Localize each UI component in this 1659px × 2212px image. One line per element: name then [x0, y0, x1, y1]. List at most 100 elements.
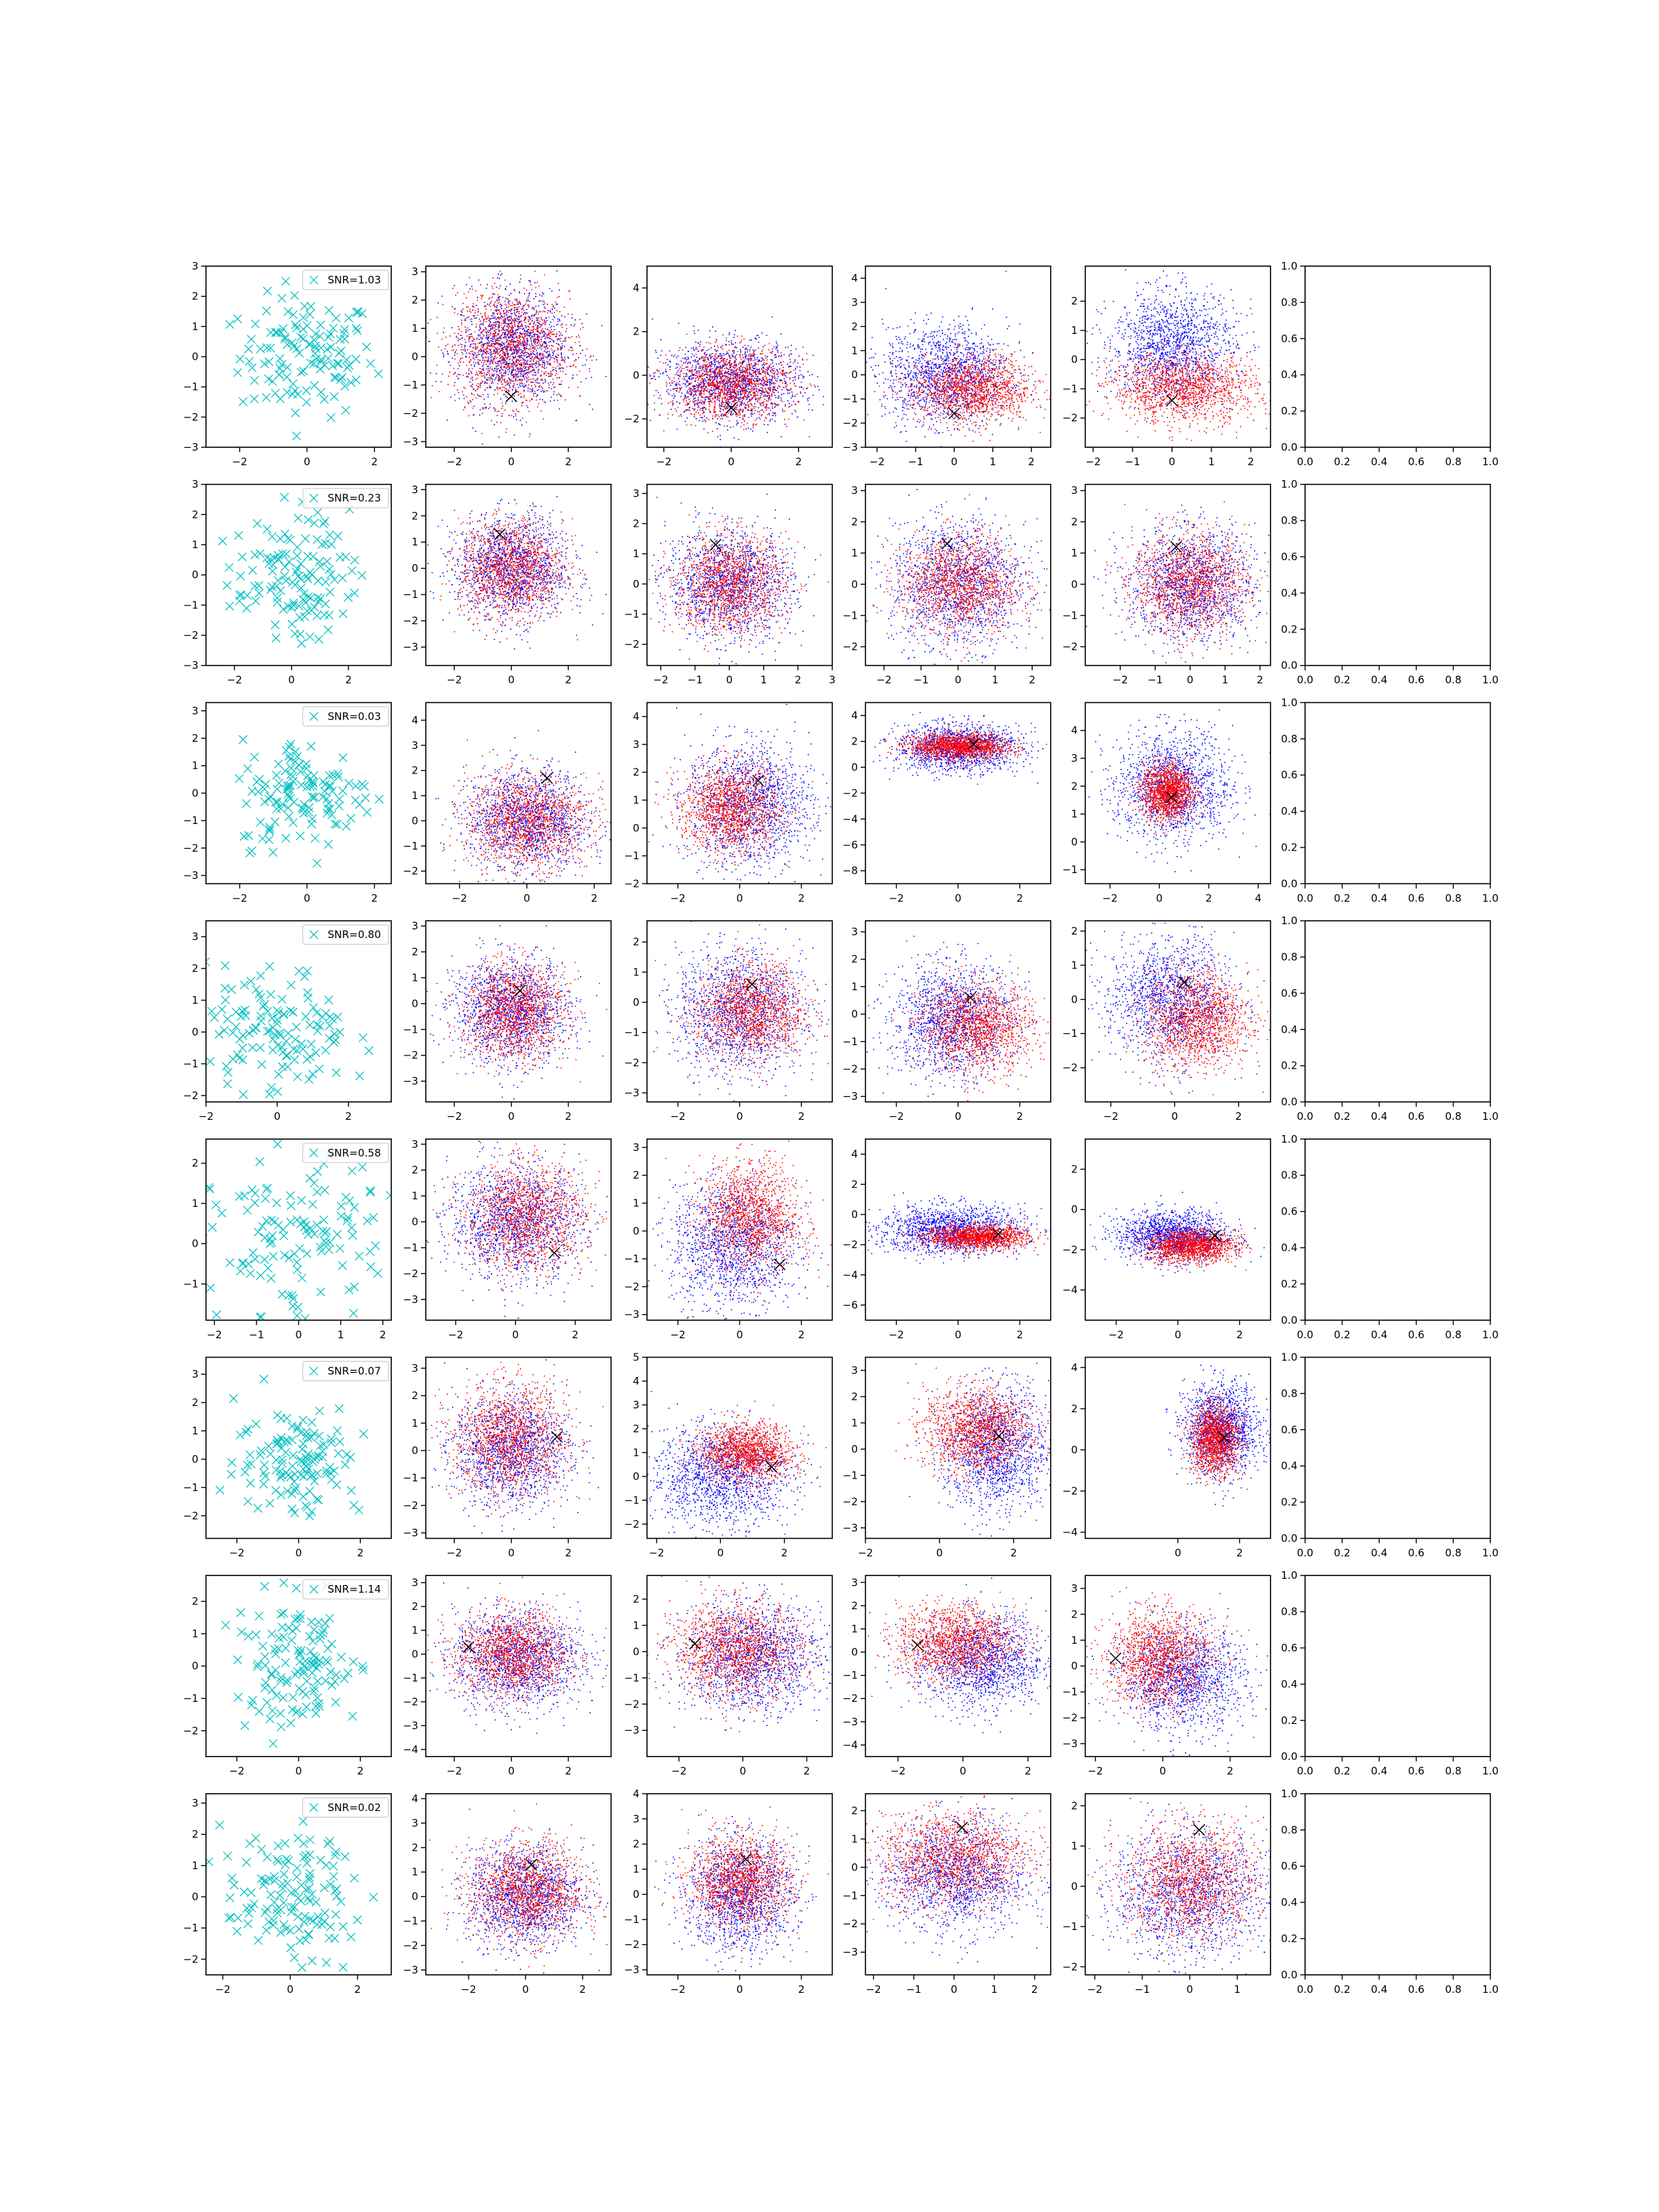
x-tick-label: 1 — [760, 674, 767, 686]
noise-sample-marker — [336, 346, 346, 356]
noise-sample-marker — [315, 1022, 325, 1031]
noise-sample-marker — [301, 598, 310, 608]
x-tick-label: −1 — [908, 456, 924, 468]
y-tick-label: 0 — [851, 1208, 858, 1221]
noise-sample-marker — [288, 1007, 298, 1017]
noise-sample-marker — [283, 534, 293, 543]
noise-sample-marker — [299, 334, 308, 344]
noise-sample-marker — [244, 1029, 254, 1038]
noise-sample-marker — [265, 962, 274, 971]
noise-sample-marker — [268, 566, 277, 576]
y-tick-label: 4 — [1071, 724, 1078, 737]
plot-area — [215, 1374, 368, 1521]
noise-sample-marker — [268, 1738, 278, 1748]
noise-sample-marker — [255, 1157, 265, 1166]
x-tick-label: 0 — [736, 1329, 743, 1341]
x-tick-label: 0.2 — [1334, 674, 1351, 686]
y-tick-label: 2 — [1071, 295, 1078, 308]
noise-sample-marker — [309, 1687, 319, 1696]
noise-sample-marker — [225, 1258, 235, 1268]
noise-sample-marker — [245, 357, 254, 366]
x-tick-label: 0.4 — [1371, 892, 1387, 904]
noise-sample-marker — [236, 571, 245, 581]
noise-sample-marker — [328, 1014, 337, 1024]
noise-sample-marker — [257, 1060, 267, 1069]
noise-sample-marker — [299, 589, 309, 599]
noise-sample-marker — [325, 780, 335, 790]
y-tick-label: 0.2 — [1281, 841, 1297, 854]
noise-sample-marker — [243, 764, 252, 774]
noise-sample-marker — [251, 1023, 260, 1033]
axes-frame — [865, 1356, 1051, 1539]
y-tick-label: 0.0 — [1281, 659, 1297, 672]
noise-sample-marker — [323, 1658, 332, 1667]
noise-sample-marker — [247, 1043, 257, 1052]
noise-sample-marker — [258, 834, 268, 843]
subplot-r5-c4: −2 0 2 −6 −4 −2 0 2 4 — [843, 1138, 1051, 1341]
red-point-cloud — [442, 739, 611, 884]
plot-area — [1086, 1797, 1271, 1975]
noise-sample-marker — [292, 1667, 302, 1676]
y-tick-label: 0 — [851, 1861, 858, 1873]
noise-sample-marker — [268, 1685, 276, 1695]
red-point-cloud — [647, 745, 821, 871]
y-tick-label: 2 — [191, 732, 198, 744]
noise-sample-marker — [286, 1943, 296, 1953]
noise-sample-marker — [292, 1215, 302, 1225]
noise-sample-marker — [302, 1249, 312, 1258]
noise-sample-marker — [253, 1659, 263, 1669]
noise-sample-marker — [276, 1722, 286, 1732]
noise-sample-marker — [295, 1454, 305, 1464]
y-tick-label: 0 — [851, 578, 858, 590]
x-tick-label: 1 — [1221, 674, 1228, 686]
noise-sample-marker — [270, 1872, 279, 1881]
noise-sample-marker — [241, 799, 251, 808]
red-point-cloud — [1085, 313, 1271, 447]
noise-sample-marker — [217, 1004, 227, 1014]
noise-sample-marker — [301, 764, 311, 774]
noise-sample-marker — [319, 395, 329, 404]
x-tick-label: 3 — [829, 674, 836, 686]
noise-sample-marker — [326, 587, 335, 597]
noise-sample-marker — [277, 995, 287, 1004]
noise-sample-marker — [292, 1422, 302, 1432]
noise-sample-marker — [282, 388, 292, 397]
axes-frame — [1085, 1356, 1271, 1539]
noise-sample-marker — [272, 771, 281, 780]
noise-sample-marker — [336, 375, 346, 384]
y-tick-label: 1 — [632, 1863, 639, 1875]
x-tick-label: −2 — [1087, 1983, 1103, 1996]
noise-sample-marker — [243, 1460, 252, 1470]
noise-sample-marker — [233, 314, 243, 324]
y-tick-label: 3 — [632, 1812, 639, 1825]
y-tick-label: −2 — [1062, 1062, 1078, 1074]
blue-point-cloud — [427, 496, 607, 650]
noise-sample-marker — [267, 1670, 276, 1680]
noise-sample-marker — [328, 361, 337, 371]
noise-sample-marker — [308, 793, 318, 803]
plot-area — [427, 484, 607, 650]
noise-sample-marker — [207, 1223, 217, 1232]
y-tick-label: −3 — [843, 1521, 858, 1534]
red-point-cloud — [647, 330, 832, 438]
subplot-r4-c6: 0.0 0.2 0.4 0.6 0.8 1.0 0.0 0.2 0.4 0.6 0.8 1.0 — [1281, 915, 1499, 1123]
noise-sample-marker — [271, 633, 281, 643]
noise-sample-marker — [299, 1669, 308, 1678]
noise-sample-marker — [346, 1452, 355, 1462]
y-tick-label: 3 — [1071, 1582, 1078, 1595]
noise-sample-marker — [296, 1470, 306, 1479]
x-tick-label: 0 — [274, 1110, 281, 1123]
x-tick-label: 2 — [1024, 1765, 1031, 1777]
noise-sample-marker — [288, 1692, 298, 1702]
noise-sample-marker — [320, 1185, 330, 1195]
noise-sample-marker — [234, 774, 244, 783]
noise-sample-marker — [342, 1450, 352, 1459]
noise-sample-marker — [272, 581, 281, 591]
noise-sample-marker — [277, 1459, 287, 1468]
y-tick-label: 0 — [191, 1453, 198, 1465]
noise-sample-marker — [261, 1472, 270, 1481]
x-tick-label: 0.6 — [1408, 1110, 1425, 1123]
noise-sample-marker — [319, 1337, 327, 1345]
y-tick-label: −1 — [1062, 1027, 1078, 1040]
x-tick-label: −1 — [906, 1983, 921, 1996]
